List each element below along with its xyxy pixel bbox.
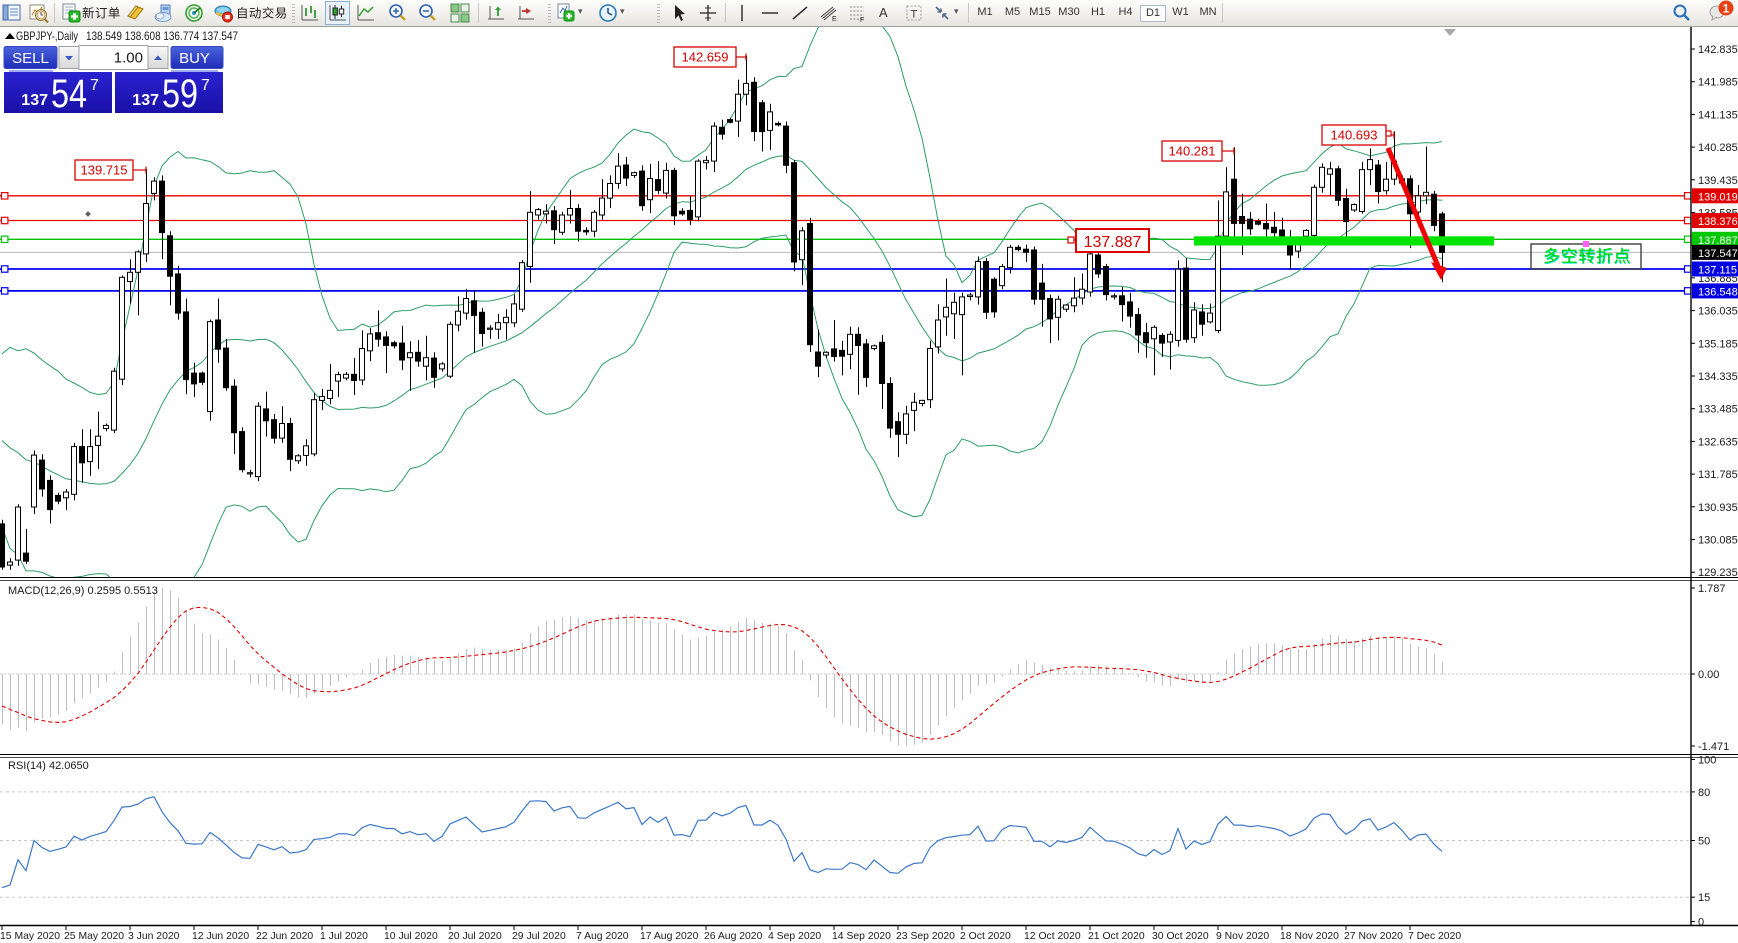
svg-text:137: 137 (21, 92, 48, 109)
svg-text:3 Jun 2020: 3 Jun 2020 (128, 931, 180, 942)
svg-text:137.547: 137.547 (1698, 248, 1738, 260)
svg-text:136.548: 136.548 (1698, 286, 1738, 298)
svg-text:131.785: 131.785 (1698, 469, 1738, 481)
svg-text:E: E (832, 16, 837, 23)
svg-text:140.281: 140.281 (1169, 144, 1216, 159)
svg-text:140.693: 140.693 (1331, 128, 1378, 143)
svg-text:12 Jun 2020: 12 Jun 2020 (192, 931, 249, 942)
svg-text:138.376: 138.376 (1698, 216, 1738, 228)
svg-text:1 Jul 2020: 1 Jul 2020 (320, 931, 368, 942)
svg-text:130.085: 130.085 (1698, 535, 1738, 547)
svg-text:142.835: 142.835 (1698, 44, 1738, 56)
svg-text:1: 1 (1723, 2, 1730, 16)
svg-text:F: F (860, 17, 864, 23)
svg-text:SELL: SELL (12, 50, 49, 67)
svg-text:21 Oct 2020: 21 Oct 2020 (1088, 931, 1145, 942)
svg-text:139.715: 139.715 (81, 163, 128, 178)
svg-text:137.115: 137.115 (1698, 265, 1737, 277)
svg-text:132.635: 132.635 (1698, 436, 1738, 448)
svg-text:1.787: 1.787 (1698, 583, 1726, 595)
svg-text:80: 80 (1698, 787, 1710, 799)
svg-text:133.485: 133.485 (1698, 404, 1738, 416)
svg-text:59: 59 (162, 72, 198, 116)
svg-text:7: 7 (201, 77, 210, 94)
svg-text:140.285: 140.285 (1698, 142, 1738, 154)
svg-text:22 Jun 2020: 22 Jun 2020 (256, 931, 313, 942)
svg-text:129.235: 129.235 (1698, 567, 1738, 579)
svg-text:54: 54 (51, 72, 87, 116)
svg-text:7 Aug 2020: 7 Aug 2020 (576, 931, 629, 942)
svg-text:20 Jul 2020: 20 Jul 2020 (448, 931, 502, 942)
svg-text:0.00: 0.00 (1698, 669, 1719, 681)
svg-text:-1.471: -1.471 (1698, 741, 1729, 753)
svg-text:27 Nov 2020: 27 Nov 2020 (1344, 931, 1403, 942)
svg-text:7 Dec 2020: 7 Dec 2020 (1408, 931, 1461, 942)
svg-text:29 Jul 2020: 29 Jul 2020 (512, 931, 566, 942)
svg-text:30 Oct 2020: 30 Oct 2020 (1152, 931, 1209, 942)
svg-text:RSI(14) 42.0650: RSI(14) 42.0650 (8, 760, 89, 772)
svg-text:136.035: 136.035 (1698, 306, 1738, 318)
svg-text:23 Sep 2020: 23 Sep 2020 (896, 931, 955, 942)
svg-text:4 Sep 2020: 4 Sep 2020 (768, 931, 821, 942)
svg-text:137.887: 137.887 (1698, 235, 1738, 247)
svg-text:T: T (911, 9, 918, 21)
svg-text:14 Sep 2020: 14 Sep 2020 (832, 931, 891, 942)
svg-text:9 Nov 2020: 9 Nov 2020 (1216, 931, 1269, 942)
svg-text:137: 137 (132, 92, 159, 109)
svg-text:134.335: 134.335 (1698, 371, 1738, 383)
svg-text:135.185: 135.185 (1698, 338, 1738, 350)
svg-text:17 Aug 2020: 17 Aug 2020 (640, 931, 699, 942)
svg-text:130.935: 130.935 (1698, 502, 1738, 514)
svg-text:1.00: 1.00 (114, 50, 143, 67)
svg-text:139.435: 139.435 (1698, 175, 1738, 187)
svg-text:15 May 2020: 15 May 2020 (0, 931, 60, 942)
svg-text:25 May 2020: 25 May 2020 (64, 931, 124, 942)
svg-text:0: 0 (1698, 917, 1704, 929)
svg-text:50: 50 (1698, 836, 1710, 848)
svg-text:26 Aug 2020: 26 Aug 2020 (704, 931, 763, 942)
svg-text:GBPJPY-,Daily: GBPJPY-,Daily (16, 29, 78, 43)
svg-text:18 Nov 2020: 18 Nov 2020 (1280, 931, 1339, 942)
svg-text:138.549 138.608 136.774 137.54: 138.549 138.608 136.774 137.547 (86, 29, 238, 43)
svg-text:139.019: 139.019 (1698, 191, 1738, 203)
svg-text:12 Oct 2020: 12 Oct 2020 (1024, 931, 1081, 942)
svg-text:MACD(12,26,9) 0.2595 0.5513: MACD(12,26,9) 0.2595 0.5513 (8, 585, 158, 597)
svg-text:137.887: 137.887 (1084, 234, 1142, 251)
svg-text:15: 15 (1698, 892, 1710, 904)
svg-text:141.985: 141.985 (1698, 77, 1738, 89)
svg-text:7: 7 (90, 77, 99, 94)
svg-text:10 Jul 2020: 10 Jul 2020 (384, 931, 438, 942)
svg-text:2 Oct 2020: 2 Oct 2020 (960, 931, 1011, 942)
svg-text:142.659: 142.659 (682, 50, 729, 65)
svg-text:BUY: BUY (179, 50, 210, 67)
svg-text:141.135: 141.135 (1698, 109, 1738, 121)
svg-text:100: 100 (1698, 755, 1716, 767)
